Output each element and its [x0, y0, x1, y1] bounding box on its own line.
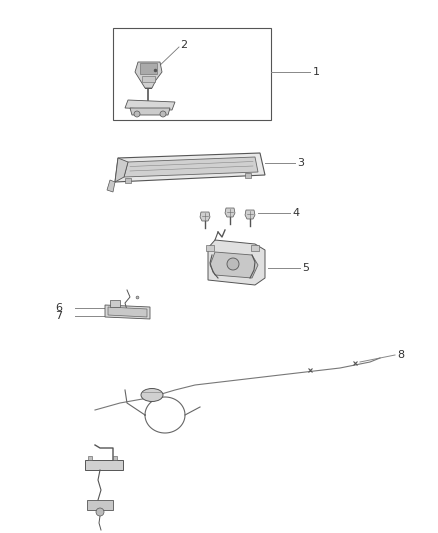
Polygon shape — [108, 307, 147, 317]
Polygon shape — [225, 208, 235, 217]
Circle shape — [96, 508, 104, 516]
Polygon shape — [130, 108, 170, 115]
Bar — [113, 456, 117, 460]
Polygon shape — [135, 62, 162, 88]
Bar — [140, 63, 157, 74]
Polygon shape — [210, 252, 258, 278]
Bar — [142, 76, 155, 82]
Text: 8: 8 — [397, 350, 404, 360]
Polygon shape — [115, 158, 128, 182]
Polygon shape — [200, 212, 210, 221]
Bar — [245, 173, 251, 178]
Ellipse shape — [141, 389, 163, 401]
Circle shape — [160, 111, 166, 117]
Text: 6: 6 — [55, 303, 62, 313]
Bar — [206, 245, 214, 251]
Polygon shape — [245, 210, 255, 219]
Polygon shape — [208, 240, 265, 285]
Polygon shape — [125, 100, 175, 110]
Polygon shape — [115, 153, 265, 182]
Bar — [125, 178, 131, 183]
Text: 7: 7 — [55, 311, 62, 321]
Bar — [251, 245, 259, 251]
Text: 3: 3 — [297, 158, 304, 168]
Polygon shape — [107, 180, 115, 192]
Text: 4: 4 — [292, 208, 299, 218]
Text: 1: 1 — [313, 67, 320, 77]
Circle shape — [134, 111, 140, 117]
Circle shape — [227, 258, 239, 270]
Bar — [88, 456, 92, 460]
Polygon shape — [87, 500, 113, 510]
Bar — [110, 300, 120, 307]
Polygon shape — [85, 460, 123, 470]
Polygon shape — [124, 157, 258, 177]
Text: 2: 2 — [180, 40, 187, 50]
Bar — [113, 28, 271, 120]
Polygon shape — [105, 305, 150, 319]
Text: 5: 5 — [302, 263, 309, 273]
